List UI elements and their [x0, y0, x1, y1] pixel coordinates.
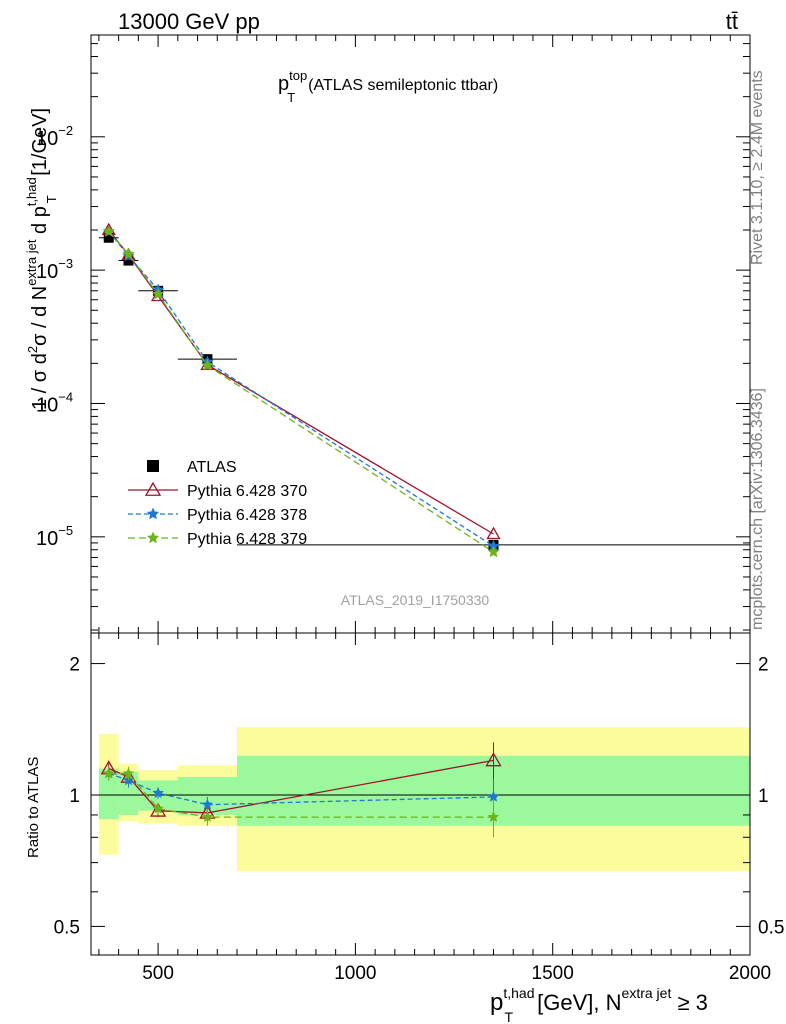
- ratio-marker-py378: [201, 798, 214, 810]
- legend-marker-py378: [146, 507, 160, 520]
- x-axis-label: pt,had T [GeV], Nextra jet ≥ 3: [490, 985, 708, 1024]
- series-line-py379: [108, 231, 494, 553]
- ratio-marker-py379: [102, 767, 115, 779]
- main-y-tick-label: 10−3: [36, 256, 73, 283]
- rivet-label: Rivet 3.1.10, ≥ 2.4M events: [749, 70, 766, 265]
- ratio-y-tick-label-right: 1: [758, 786, 769, 807]
- watermark: ATLAS_2019_I1750330: [341, 592, 490, 608]
- ratio-y-axis-label: Ratio to ATLAS: [25, 757, 42, 858]
- x-tick-label: 2000: [729, 963, 771, 984]
- mcplots-label: mcplots.cern.ch [arXiv:1306.3436]: [749, 388, 766, 630]
- x-tick-label: 500: [142, 963, 174, 984]
- x-tick-label: 1000: [334, 963, 376, 984]
- legend-label: Pythia 6.428 378: [187, 507, 307, 524]
- main-y-tick-label: 10−2: [36, 123, 73, 150]
- marker-py379: [102, 224, 116, 237]
- data-point: [103, 232, 114, 243]
- marker-py379: [487, 545, 500, 558]
- data-point: [123, 255, 134, 266]
- ratio-y-tick-label-left: 2: [69, 655, 80, 676]
- header-right: tt̄: [726, 9, 738, 34]
- legend-marker-data: [147, 460, 159, 472]
- ratio-y-tick-label-right: 2: [758, 655, 769, 676]
- ratio-y-tick-label-left: 0.5: [54, 917, 80, 938]
- legend-marker-py379: [146, 531, 160, 544]
- ratio-marker-py378: [152, 786, 164, 799]
- ratio-y-tick-label-right: 0.5: [758, 917, 784, 938]
- legend-marker-py370: [144, 481, 162, 496]
- ratio-frame: [90, 632, 751, 956]
- x-tick-label: 1500: [532, 963, 574, 984]
- ratio-marker-py379: [487, 810, 500, 823]
- legend-label: ATLAS: [187, 459, 237, 476]
- main-y-axis-label: 1 / σ d2σ / d Nextra jet d pt,had T [1/Ge…: [24, 108, 59, 410]
- main-y-tick-label: 10−4: [36, 389, 73, 416]
- marker-py379: [151, 287, 165, 300]
- ratio-marker-py379: [122, 767, 135, 779]
- legend-label: Pythia 6.428 370: [187, 483, 307, 500]
- header-left: 13000 GeV pp: [118, 9, 260, 34]
- main-title: ptop T (ATLAS semileptonic ttbar): [278, 68, 498, 105]
- legend-label: Pythia 6.428 379: [187, 531, 307, 548]
- ratio-marker-py379: [201, 810, 214, 823]
- marker-py379: [122, 247, 135, 260]
- ratio-marker-py370: [485, 752, 502, 767]
- ratio-marker-py379: [152, 802, 164, 814]
- ratio-line-py379: [108, 772, 494, 818]
- marker-py370: [486, 526, 501, 540]
- ratio-band-inner-0: [98, 768, 119, 820]
- ratio-y-tick-label-left: 1: [69, 786, 80, 807]
- main-y-tick-label: 10−5: [36, 523, 73, 550]
- marker-py379: [201, 358, 214, 371]
